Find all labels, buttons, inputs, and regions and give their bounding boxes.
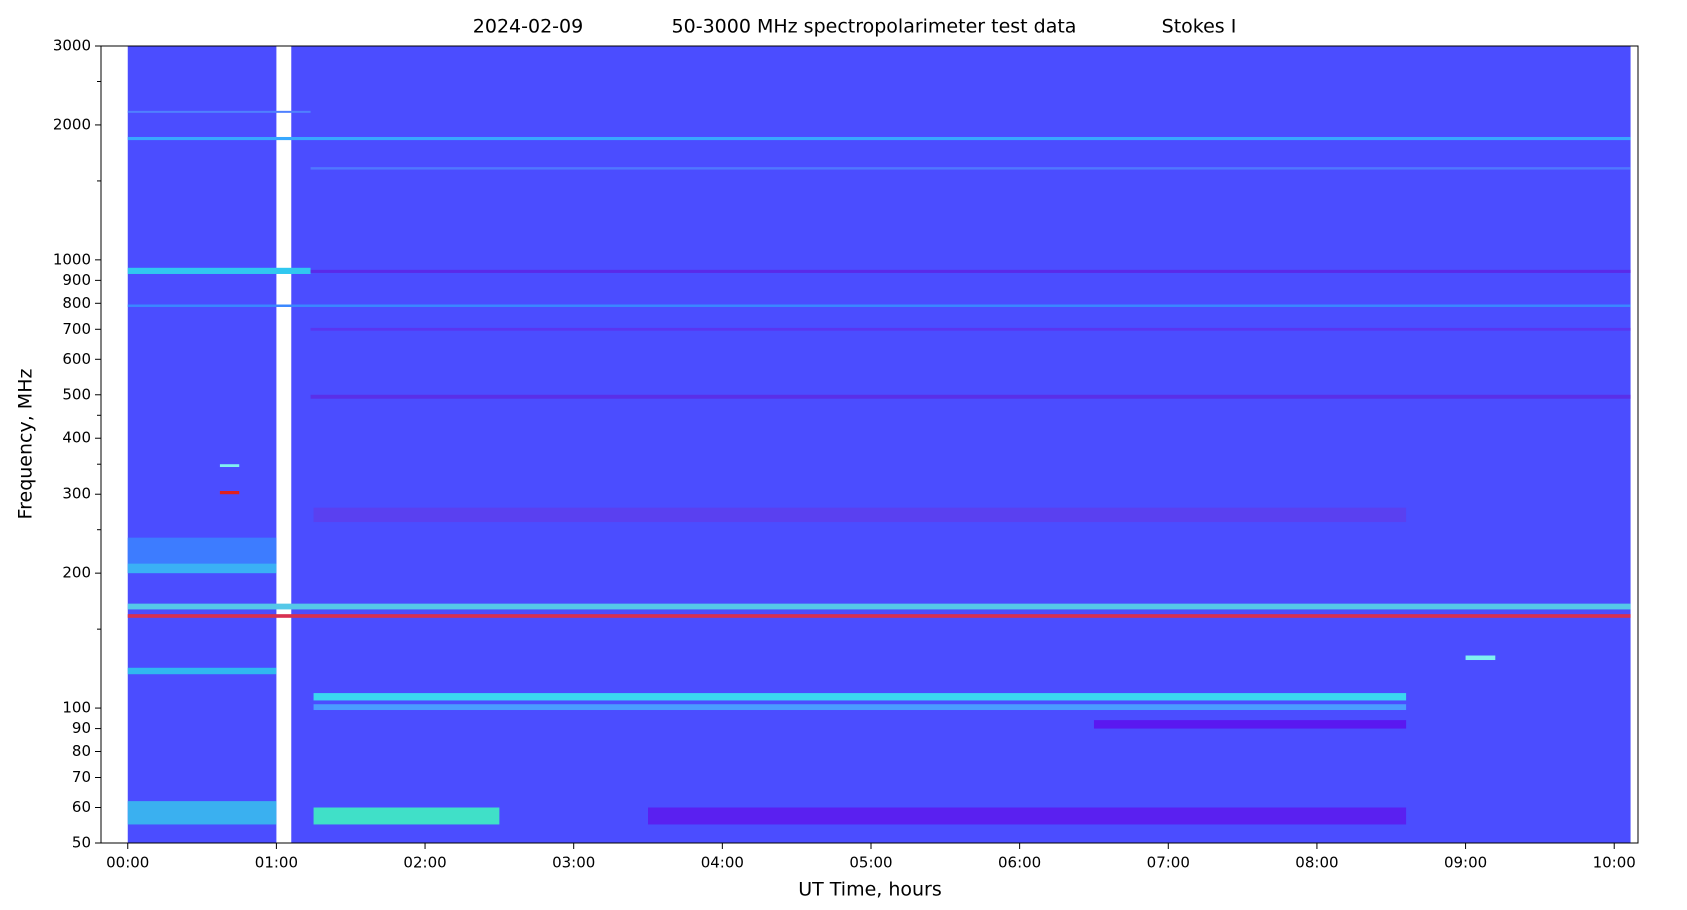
y-tick-label: 70: [72, 768, 91, 786]
emission-band: [127, 614, 1631, 618]
emission-band: [127, 304, 1631, 307]
x-tick-label: 00:00: [106, 854, 149, 872]
emission-band: [648, 807, 1407, 825]
spectrum-segment: [291, 46, 1631, 843]
y-axis-label: Frequency, MHz: [15, 369, 37, 520]
y-tick-label: 700: [62, 320, 91, 338]
y-tick-label: 80: [72, 742, 91, 760]
emission-band: [219, 491, 240, 495]
y-tick-label: 800: [62, 294, 91, 312]
emission-band: [127, 667, 277, 675]
emission-band: [219, 464, 240, 468]
emission-band: [310, 394, 1631, 399]
y-tick-label: 3000: [53, 37, 91, 55]
y-tick-label: 60: [72, 798, 91, 816]
plot-frame: [100, 45, 1639, 844]
x-tick-label: 09:00: [1444, 854, 1487, 872]
y-tick-label: 50: [72, 834, 91, 852]
x-tick-label: 02:00: [403, 854, 446, 872]
y-tick-label: 90: [72, 719, 91, 737]
x-tick-label: 05:00: [849, 854, 892, 872]
emission-band: [127, 801, 277, 825]
spectrum-segment: [127, 46, 277, 843]
x-tick-label: 10:00: [1593, 854, 1636, 872]
y-tick-label: 600: [62, 350, 91, 368]
x-tick-label: 01:00: [255, 854, 298, 872]
title-date: 2024-02-09: [473, 16, 583, 38]
x-tick-label: 04:00: [701, 854, 744, 872]
emission-band: [310, 327, 1631, 331]
emission-band: [310, 269, 1631, 273]
emission-band: [127, 267, 311, 274]
x-tick-label: 07:00: [1147, 854, 1190, 872]
emission-band: [313, 507, 1407, 523]
y-tick-label: 500: [62, 385, 91, 403]
emission-band: [127, 603, 1631, 610]
y-tick-label: 2000: [53, 115, 91, 133]
emission-band: [313, 807, 500, 825]
y-tick-label: 300: [62, 485, 91, 503]
x-tick-label: 03:00: [552, 854, 595, 872]
y-tick-label: 900: [62, 271, 91, 289]
x-tick-label: 08:00: [1295, 854, 1338, 872]
y-tick-label: 100: [62, 699, 91, 717]
emission-band: [313, 693, 1407, 701]
emission-band: [310, 167, 1631, 170]
title: 50-3000 MHz spectropolarimeter test data: [672, 16, 1077, 38]
y-tick-label: 400: [62, 429, 91, 447]
emission-band: [127, 563, 277, 574]
x-tick-label: 06:00: [998, 854, 1041, 872]
y-tick-label: 200: [62, 564, 91, 582]
emission-band: [1465, 655, 1496, 661]
emission-band: [127, 110, 311, 113]
emission-band: [1093, 720, 1407, 729]
emission-band: [313, 704, 1407, 711]
x-axis-label: UT Time, hours: [798, 879, 942, 901]
title-stokes: Stokes I: [1162, 16, 1237, 38]
y-tick-label: 1000: [53, 250, 91, 268]
emission-band: [127, 136, 1631, 141]
